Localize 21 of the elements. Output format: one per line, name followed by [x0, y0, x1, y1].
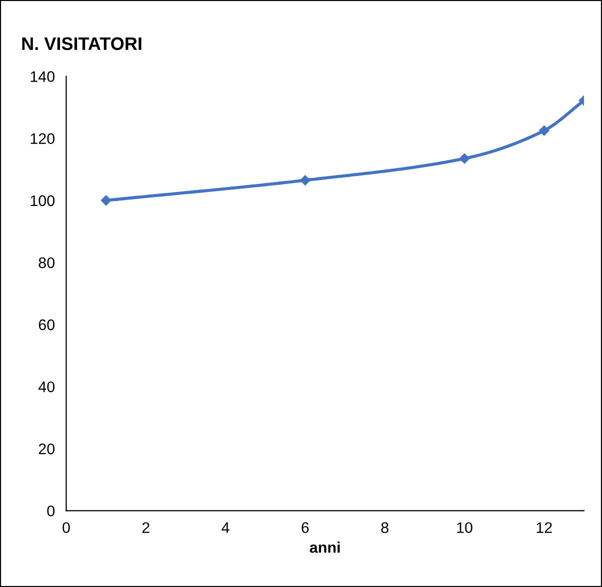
y-tick-label: 100 [30, 195, 55, 206]
x-tick-label: 8 [381, 522, 388, 534]
y-tick-label: 20 [38, 444, 55, 454]
x-tick-label: 12 [536, 522, 552, 533]
x-tick-label: 6 [302, 522, 309, 534]
x-tick-label: 2 [142, 522, 150, 533]
y-tick-label: 120 [30, 133, 55, 144]
y-tick-label: 140 [30, 71, 55, 82]
x-axis-title: anni [310, 542, 340, 553]
x-tick-label: 10 [457, 522, 472, 534]
point [100, 195, 112, 206]
y-tick-label: 80 [38, 257, 55, 268]
x-tick-label: 4 [222, 522, 230, 533]
y-tick-label: 60 [38, 319, 55, 330]
chart-title: N. VISITATORI [22, 37, 142, 50]
y-tick-label: 40 [38, 381, 55, 392]
x-tick-label: 0 [62, 522, 70, 534]
y-tick-label: 0 [47, 506, 55, 516]
point [539, 125, 550, 136]
point [300, 175, 310, 186]
point [459, 153, 470, 164]
